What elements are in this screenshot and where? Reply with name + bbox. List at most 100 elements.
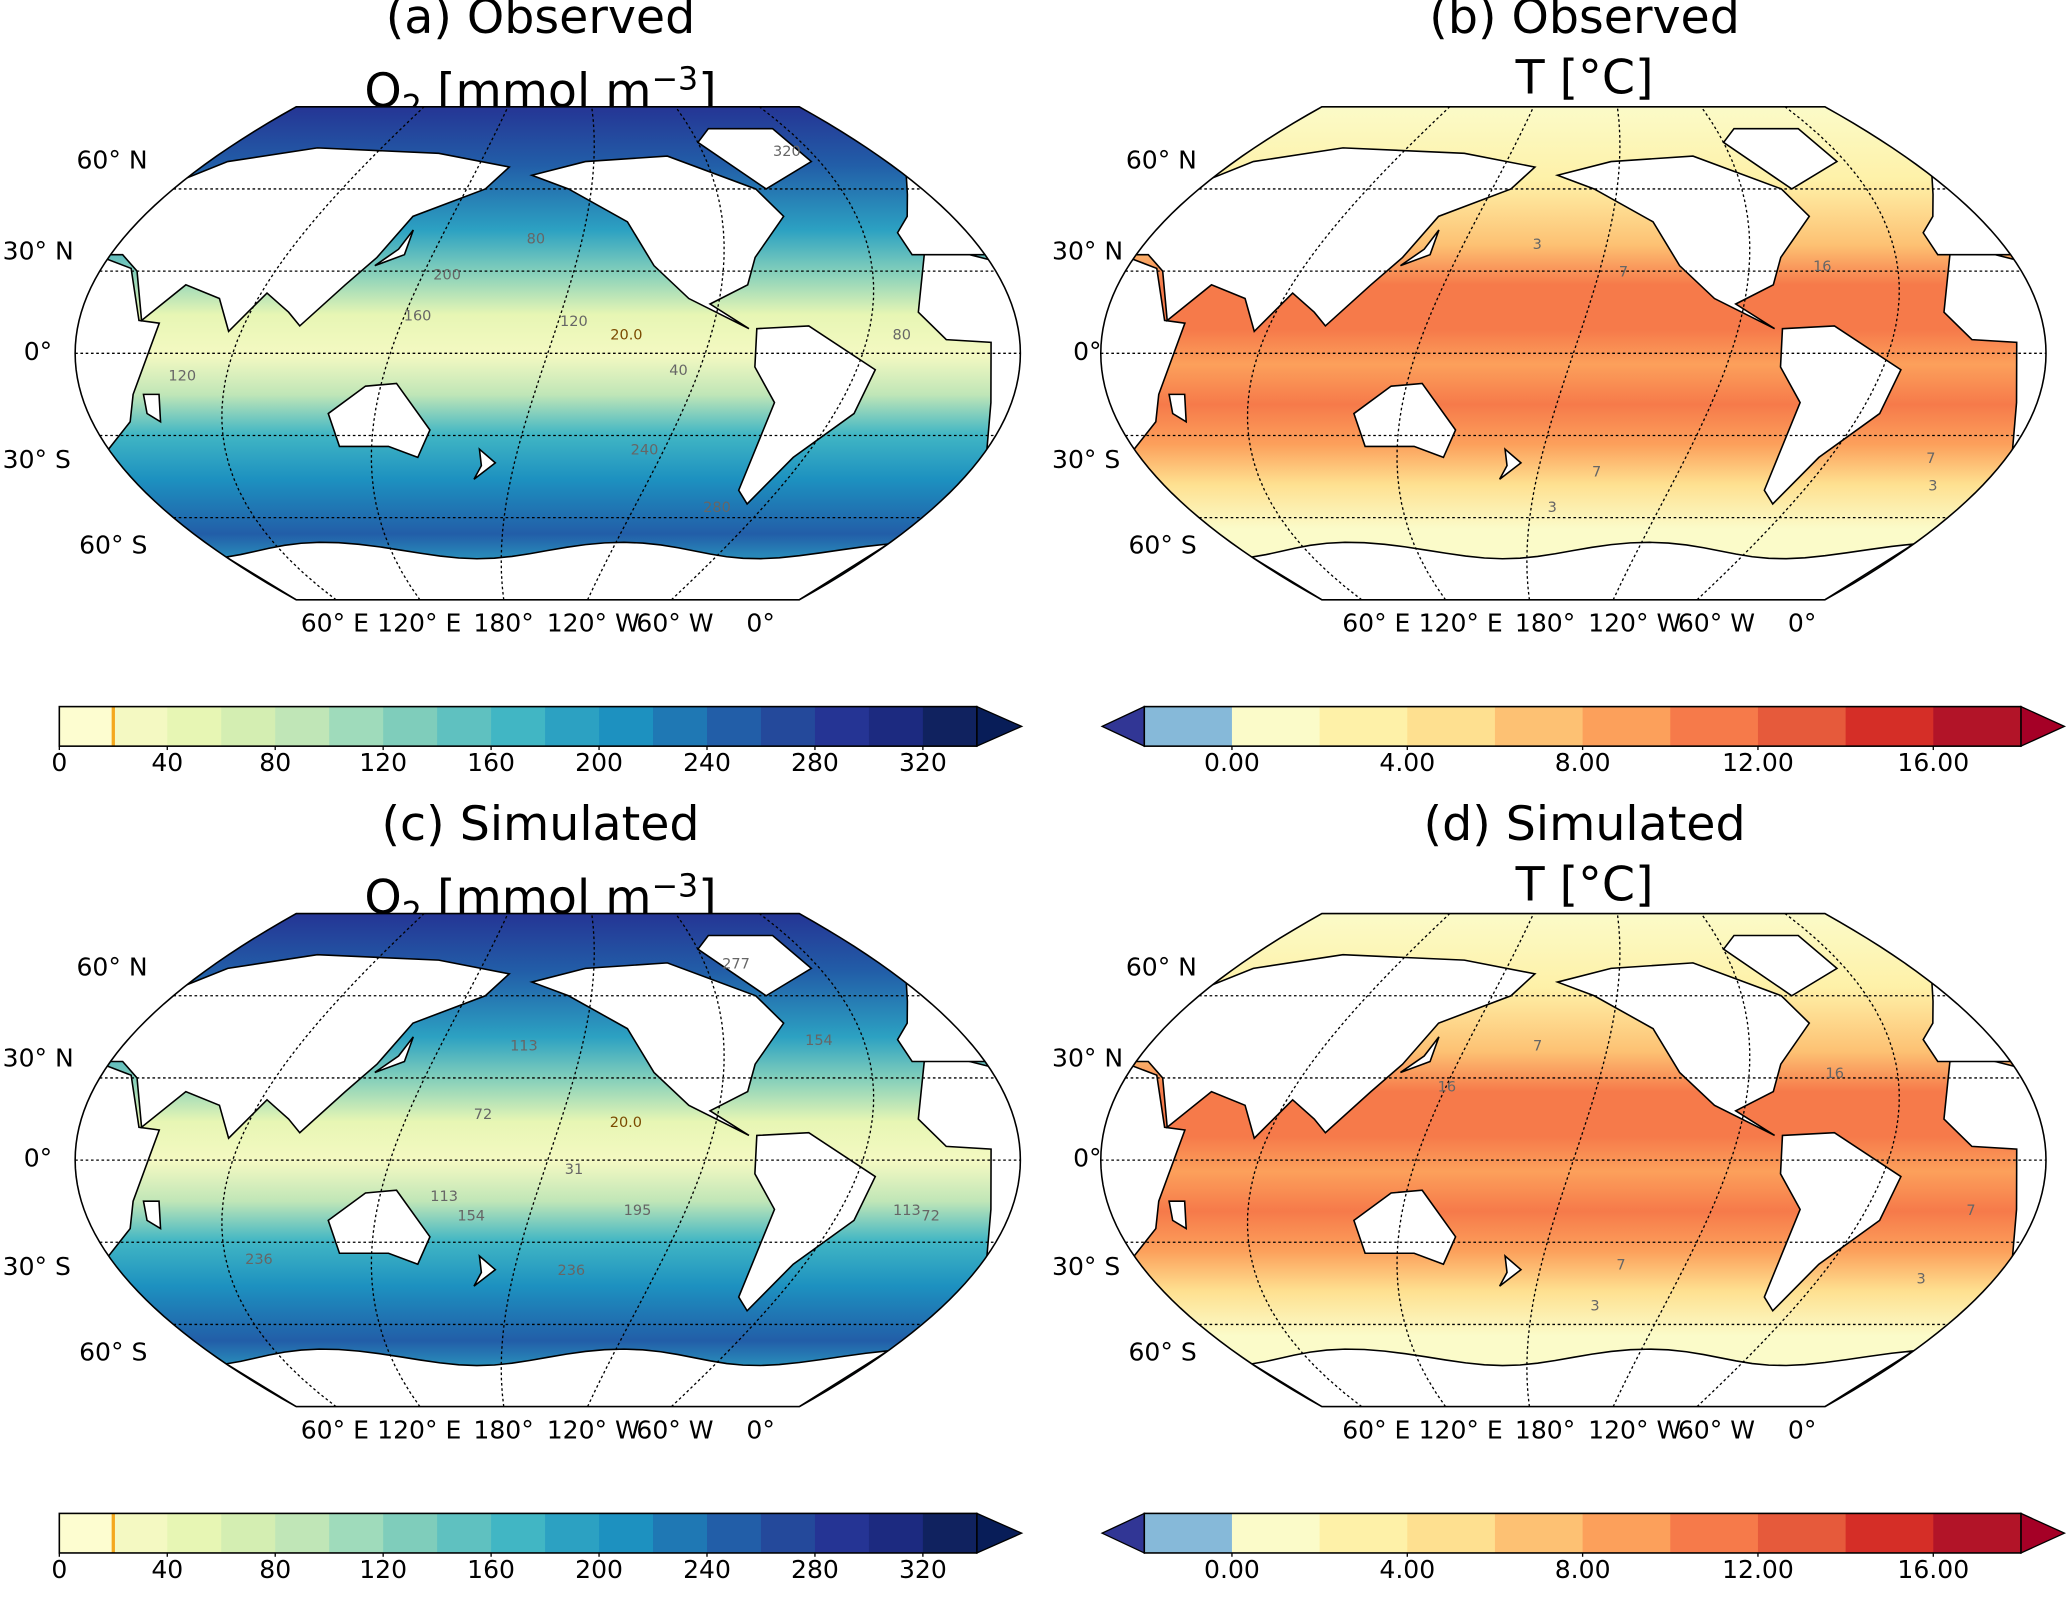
colorbar-bin	[167, 706, 222, 747]
contour-label: 120	[168, 369, 196, 385]
colorbar-bin	[275, 1513, 330, 1553]
subtitle-subtitle_end: ]	[698, 871, 717, 926]
colorbar-tick-label: 320	[898, 1555, 947, 1585]
panel-subtitle: T [°C]	[1044, 50, 2067, 108]
colorbar-bin	[1494, 706, 1584, 747]
colorbar-bin	[329, 706, 384, 747]
colorbar-bin	[1319, 706, 1408, 747]
colorbar-frame	[58, 705, 978, 747]
lon-label: 0°	[1787, 609, 1817, 639]
colorbar-bin	[329, 1513, 384, 1553]
continent-japan	[374, 1036, 415, 1074]
lon-label: 60° E	[300, 609, 369, 639]
colorbar-bin	[1757, 706, 1847, 747]
panel-title: (a) Observed	[385, 0, 696, 45]
map-outline	[74, 105, 1022, 601]
contour-label: 113	[430, 1189, 458, 1205]
colorbar	[58, 1512, 1024, 1557]
colorbar-bin	[706, 706, 762, 747]
lon-label: 60° W	[636, 1415, 714, 1445]
colorbar-bin	[868, 1513, 924, 1553]
lon-label: 60° E	[1342, 1415, 1411, 1445]
contour-label: 154	[457, 1208, 485, 1224]
colorbar-bin	[1231, 1513, 1321, 1553]
lon-label: 60° W	[1677, 1415, 1755, 1445]
colorbar-bin	[653, 1513, 708, 1553]
lon-label: 120° W	[546, 609, 640, 639]
continent-nz	[1498, 1254, 1523, 1287]
longitude-gridline	[221, 106, 425, 600]
colorbar-tick-label: 240	[683, 1555, 731, 1585]
continent-antarctica	[1249, 541, 1915, 600]
subtitle-subtitle_end: ]	[698, 64, 717, 119]
contour-label: 113	[510, 1039, 538, 1055]
continent-namerica	[529, 155, 785, 330]
contour-label: 280	[703, 500, 731, 516]
contour-label: 277	[722, 956, 750, 972]
longitude-gridline	[370, 106, 509, 600]
colorbar-bin	[437, 1513, 492, 1553]
lon-label: 60° W	[1677, 609, 1755, 639]
colorbar-tick-label: 0.00	[1204, 748, 1260, 778]
colorbar-bin	[275, 706, 330, 747]
contour-label: 7	[1619, 265, 1628, 281]
colorbar-bin	[491, 706, 546, 747]
colorbar-tick-label: 40	[151, 748, 184, 778]
longitude-gridline	[1526, 106, 1621, 600]
colorbar-bin	[221, 706, 276, 747]
longitude-gridline	[1396, 913, 1535, 1407]
lon-label: 60° E	[300, 1415, 369, 1445]
continent-greenland	[1722, 127, 1839, 190]
colorbar	[1100, 705, 2067, 751]
colorbar-tick-label: 200	[575, 748, 623, 778]
lon-label: 60° W	[636, 609, 714, 639]
colorbar-tick-label: 0.00	[1204, 1555, 1260, 1585]
contour-label: 20.0	[610, 328, 642, 344]
colorbar	[58, 705, 1024, 751]
contour-label: 200	[433, 267, 461, 283]
colorbar-frame	[58, 1512, 978, 1554]
contour-label: 3	[1590, 1299, 1599, 1315]
panel-d: (d) Simulated T [°C] 7 16 16 7 3 7 3 60° N 30° N 0°…	[1044, 798, 2067, 1600]
lon-label: 0°	[1787, 1415, 1817, 1445]
lat-label: 60° N	[1125, 953, 1197, 983]
lat-label: 60° S	[79, 531, 148, 561]
longitude-gridline	[1612, 913, 1751, 1407]
lon-label: 180°	[473, 609, 534, 639]
panel-subtitle: T [°C]	[1044, 857, 2067, 915]
contour-label: 72	[474, 1107, 492, 1123]
colorbar-bin	[599, 706, 654, 747]
continent-nz	[1498, 447, 1523, 480]
colorbar-tick-label: 12.00	[1722, 1555, 1794, 1585]
panel-c: (c) SimulatedO2 [mmol m−3]11372311131541…	[0, 798, 1034, 1600]
continent-australia	[1352, 1189, 1457, 1266]
lat-label: 30° S	[2, 445, 71, 475]
lon-label: 180°	[1514, 1415, 1576, 1445]
colorbar-extend-high	[976, 1512, 1024, 1554]
longitude-gridline	[1696, 913, 1900, 1407]
continent-greenland	[696, 127, 813, 190]
colorbar-tick-label: 0	[51, 1555, 68, 1585]
contour-label: 31	[565, 1162, 583, 1178]
contour-label: 7	[1966, 1203, 1975, 1219]
longitude-gridline	[586, 106, 725, 600]
longitude-gridline	[1526, 913, 1621, 1407]
continent-japan	[1400, 1036, 1440, 1074]
colorbar-tick-label: 120	[359, 1555, 408, 1585]
contour-label: 120	[560, 314, 588, 330]
world-map: 3 7 16 7 3 7 3	[1099, 105, 2047, 601]
colorbar-tick-label: 40	[151, 1555, 184, 1585]
map-outline	[74, 912, 1022, 1408]
lon-label: 60° E	[1342, 609, 1411, 639]
colorbar-bin	[1670, 1513, 1759, 1553]
colorbar-tick-label: 280	[791, 1555, 839, 1585]
contour-label: 20.0	[610, 1115, 642, 1131]
colorbar-bin	[1494, 1513, 1584, 1553]
world-map: 20.0 40 80 120 160 200 240 280 320 120 80	[74, 105, 1022, 601]
colorbar-bin	[1144, 706, 1233, 747]
colorbar-tick-label: 4.00	[1379, 1555, 1436, 1585]
lat-label: 60° N	[1125, 146, 1197, 176]
continent-greenland	[696, 934, 813, 997]
colorbar-bin	[545, 1513, 600, 1553]
colorbar-tick-label: 320	[898, 748, 947, 778]
